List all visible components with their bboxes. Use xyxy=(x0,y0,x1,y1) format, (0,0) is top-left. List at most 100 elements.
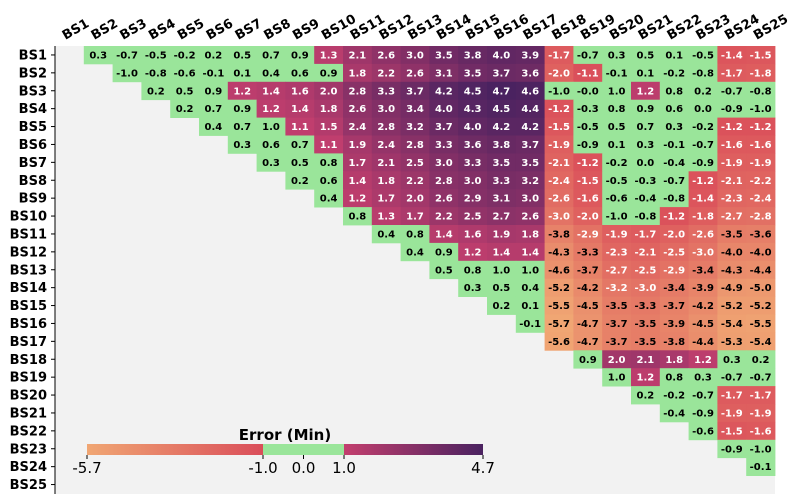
heatmap-cell xyxy=(688,46,718,65)
heatmap-cell xyxy=(717,278,747,297)
cell-value-label: 1.8 xyxy=(377,176,395,187)
cell-value-label: 2.0 xyxy=(320,86,338,97)
cell-value-label: -4.7 xyxy=(577,337,599,348)
heatmap-cell xyxy=(429,260,459,280)
colorbar-tick-label: -5.7 xyxy=(72,459,101,477)
cell-value-label: 1.3 xyxy=(377,212,395,223)
row-label: BS25 xyxy=(10,478,47,493)
cell-value-label: -2.6 xyxy=(692,229,714,240)
heatmap-cell xyxy=(631,99,661,118)
cell-value-label: -2.5 xyxy=(663,247,685,258)
heatmap-cell xyxy=(717,350,747,369)
heatmap-cell xyxy=(746,225,776,244)
cell-value-label: 3.0 xyxy=(464,176,482,187)
cell-value-label: 0.5 xyxy=(608,122,626,133)
heatmap-cell xyxy=(717,225,747,244)
heatmap-cell xyxy=(487,117,517,136)
heatmap-cell xyxy=(659,135,689,154)
heatmap-cell xyxy=(659,63,689,83)
cell-value-label: -2.7 xyxy=(721,212,743,223)
heatmap-cell xyxy=(515,46,545,65)
cell-value-label: 2.4 xyxy=(377,140,395,151)
cell-value-label: -4.5 xyxy=(692,319,714,330)
heatmap-cell xyxy=(429,189,459,208)
colorbar-title: Error (Min) xyxy=(239,426,331,444)
cell-value-label: 3.6 xyxy=(521,68,539,79)
cell-value-label: 0.8 xyxy=(464,265,482,276)
cell-value-label: 3.0 xyxy=(435,158,453,169)
colorbar-tick-label: 4.7 xyxy=(471,459,495,477)
cell-value-label: 1.9 xyxy=(349,140,367,151)
heatmap-cell xyxy=(659,242,689,262)
cell-value-label: 1.8 xyxy=(320,104,338,115)
colorbar-negative-segment xyxy=(87,444,263,455)
cell-value-label: 2.5 xyxy=(406,158,424,169)
colorbar-tick-label: -1.0 xyxy=(248,459,277,477)
column-label: BS5 xyxy=(175,16,207,43)
cell-value-label: -3.0 xyxy=(692,247,714,258)
cell-value-label: 0.8 xyxy=(608,104,626,115)
heatmap-cell xyxy=(314,46,344,65)
row-label: BS15 xyxy=(10,299,47,314)
heatmap-cell xyxy=(429,242,459,262)
cell-value-label: 1.1 xyxy=(320,140,338,151)
heatmap-cell xyxy=(199,46,229,65)
cell-value-label: -4.2 xyxy=(577,283,599,294)
cell-value-label: 0.3 xyxy=(89,50,107,61)
heatmap-cell xyxy=(515,81,545,101)
heatmap-cell xyxy=(717,314,747,333)
heatmap-cell xyxy=(515,117,545,136)
heatmap-cell xyxy=(227,117,257,136)
heatmap-cell xyxy=(487,171,517,190)
heatmap-cell xyxy=(400,117,430,136)
cell-value-label: -1.0 xyxy=(750,104,772,115)
heatmap-cell xyxy=(429,81,459,101)
heatmap-cell xyxy=(573,296,603,315)
cell-value-label: -3.9 xyxy=(692,283,714,294)
cell-value-label: 1.5 xyxy=(320,122,338,133)
cell-value-label: 1.4 xyxy=(262,86,280,97)
cell-value-label: -4.0 xyxy=(721,247,743,258)
cell-value-label: -1.0 xyxy=(116,68,138,79)
heatmap-cell xyxy=(746,260,776,280)
heatmap-cell xyxy=(717,46,747,65)
heatmap-cell xyxy=(717,99,747,118)
heatmap-cell xyxy=(688,314,718,333)
heatmap-cell xyxy=(746,171,776,190)
heatmap-cell xyxy=(659,296,689,315)
row-label: BS23 xyxy=(10,442,47,457)
cell-value-label: -1.7 xyxy=(721,391,743,402)
cell-value-label: 1.7 xyxy=(406,212,424,223)
heatmap-cell xyxy=(256,135,286,154)
cell-value-label: 1.7 xyxy=(349,158,367,169)
cell-value-label: 2.9 xyxy=(464,194,482,205)
heatmap-cell xyxy=(170,46,200,65)
heatmap-cell xyxy=(631,189,661,208)
cell-value-label: 1.1 xyxy=(291,122,309,133)
heatmap-cell xyxy=(458,81,488,101)
heatmap-cell xyxy=(112,46,142,65)
heatmap-cell xyxy=(314,81,344,101)
cell-value-label: -1.7 xyxy=(721,68,743,79)
heatmap-cell xyxy=(688,135,718,154)
cell-value-label: -0.7 xyxy=(663,176,685,187)
cell-value-label: 0.4 xyxy=(205,122,223,133)
heatmap-cell xyxy=(746,117,776,136)
cell-value-label: 0.2 xyxy=(176,104,194,115)
heatmap-cell xyxy=(659,260,689,280)
cell-value-label: 1.8 xyxy=(521,229,539,240)
heatmap-cell xyxy=(688,368,718,387)
cell-value-label: 0.2 xyxy=(493,301,511,312)
heatmap-cell xyxy=(688,153,718,172)
heatmap-cell xyxy=(688,386,718,405)
heatmap-cell xyxy=(602,207,632,226)
cell-value-label: -0.5 xyxy=(692,50,714,61)
heatmap-cell xyxy=(487,189,517,208)
heatmap-cell xyxy=(544,225,574,244)
cell-value-label: -4.7 xyxy=(577,319,599,330)
cell-value-label: -3.7 xyxy=(606,337,628,348)
heatmap-cell xyxy=(487,153,517,172)
cell-value-label: 0.4 xyxy=(320,194,338,205)
heatmap-cell xyxy=(631,207,661,226)
cell-value-label: -3.5 xyxy=(634,337,656,348)
